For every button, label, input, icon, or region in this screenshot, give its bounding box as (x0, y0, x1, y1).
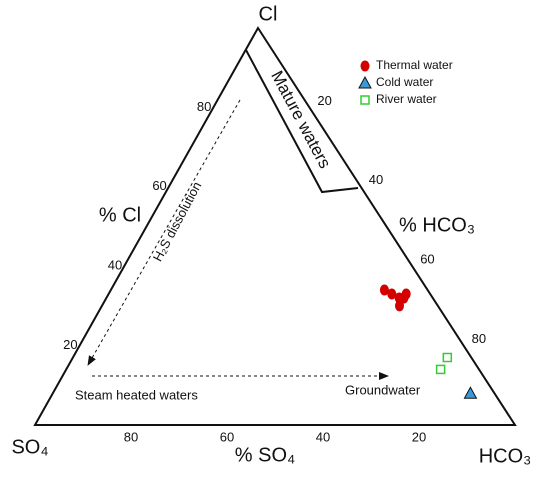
mature-waters-boundary (245, 49, 359, 194)
tick-label: 40 (369, 172, 383, 187)
vertex-label: Cl (259, 3, 278, 25)
h2s-arrow (87, 99, 241, 366)
axis-label: % Cl (99, 204, 141, 226)
data-point (379, 284, 389, 296)
ternary-frame (33, 26, 517, 426)
tick-label: 20 (63, 337, 77, 352)
tick-label: 60 (420, 252, 434, 267)
data-point (435, 364, 446, 375)
annotation: Groundwater (345, 382, 421, 397)
annotation: Steam heated waters (75, 387, 198, 402)
data-point (395, 300, 404, 312)
data-point (442, 352, 453, 363)
legend-marker (360, 60, 370, 72)
data-point (401, 288, 411, 300)
data-point (387, 288, 397, 300)
tick-label: 20 (412, 429, 426, 444)
tick-label: 60 (220, 429, 234, 444)
tick-label: 20 (317, 93, 331, 108)
data-point (463, 386, 478, 399)
tick-label: 40 (316, 429, 330, 444)
tick-label: 80 (472, 331, 486, 346)
axis-label: % HCO₃ (399, 214, 475, 236)
legend-label: Cold water (376, 75, 433, 89)
tick-label: 60 (152, 178, 166, 193)
legend-label: River water (376, 92, 437, 106)
annotation: Mature waters (267, 68, 334, 172)
legend-marker (360, 95, 370, 105)
axis-label: % SO₄ (235, 444, 295, 466)
legend-label: Thermal water (376, 58, 453, 72)
tick-label: 80 (124, 429, 138, 444)
vertex-label: HCO₃ (479, 445, 532, 467)
tick-label: 40 (108, 258, 122, 273)
legend-marker (358, 75, 372, 89)
vertex-label: SO₄ (11, 436, 48, 458)
tick-label: 80 (197, 99, 211, 114)
